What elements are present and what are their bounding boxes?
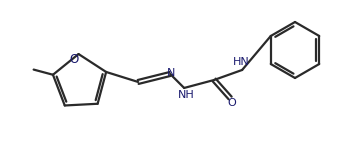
Text: HN: HN <box>233 57 250 67</box>
Text: O: O <box>69 52 78 66</box>
Text: NH: NH <box>178 90 195 100</box>
Text: N: N <box>167 68 175 78</box>
Text: O: O <box>228 98 237 108</box>
